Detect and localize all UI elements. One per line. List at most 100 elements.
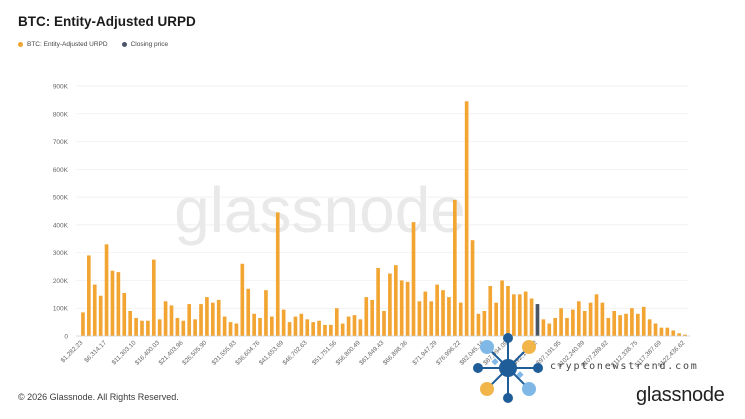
urpd-bar[interactable]: [405, 281, 410, 336]
urpd-bar[interactable]: [329, 324, 333, 336]
urpd-bar[interactable]: [523, 291, 528, 336]
urpd-bar[interactable]: [216, 299, 221, 336]
urpd-bar[interactable]: [382, 311, 386, 336]
urpd-bar[interactable]: [429, 301, 434, 336]
urpd-bar[interactable]: [417, 301, 422, 336]
urpd-bar[interactable]: [612, 311, 617, 336]
urpd-bar[interactable]: [222, 316, 227, 336]
urpd-bar[interactable]: [641, 306, 646, 336]
urpd-bar[interactable]: [447, 297, 451, 336]
urpd-bar[interactable]: [281, 309, 286, 336]
urpd-bar[interactable]: [653, 323, 658, 337]
urpd-bar[interactable]: [476, 313, 481, 336]
urpd-bar[interactable]: [346, 316, 351, 336]
urpd-bar[interactable]: [205, 297, 209, 336]
urpd-bar[interactable]: [683, 334, 687, 336]
urpd-bar[interactable]: [435, 284, 439, 336]
urpd-bar[interactable]: [305, 319, 310, 336]
urpd-bar[interactable]: [606, 317, 611, 336]
urpd-bar[interactable]: [275, 212, 280, 336]
urpd-bar[interactable]: [411, 222, 416, 336]
urpd-bar[interactable]: [393, 265, 398, 336]
urpd-bar[interactable]: [541, 319, 546, 336]
urpd-bar[interactable]: [464, 101, 469, 336]
urpd-bar[interactable]: [163, 301, 168, 336]
legend-item-urpd[interactable]: BTC: Entity-Adjusted URPD: [18, 41, 108, 48]
urpd-bar[interactable]: [458, 302, 463, 336]
urpd-bar[interactable]: [146, 320, 150, 336]
urpd-bar[interactable]: [576, 301, 581, 336]
urpd-bar[interactable]: [258, 317, 262, 336]
urpd-bar[interactable]: [140, 320, 144, 336]
urpd-bar[interactable]: [588, 302, 593, 336]
urpd-bar[interactable]: [340, 323, 345, 337]
urpd-bar[interactable]: [559, 308, 563, 336]
closing-price-bar[interactable]: [535, 304, 540, 336]
urpd-bar[interactable]: [157, 319, 162, 336]
urpd-bar[interactable]: [553, 317, 558, 336]
urpd-bar[interactable]: [246, 288, 251, 336]
urpd-bar[interactable]: [181, 320, 186, 336]
urpd-bar[interactable]: [488, 286, 493, 336]
urpd-bar[interactable]: [399, 280, 404, 336]
urpd-bar[interactable]: [228, 322, 233, 336]
urpd-bar[interactable]: [110, 270, 115, 336]
urpd-bar[interactable]: [199, 304, 203, 336]
urpd-bar[interactable]: [317, 320, 321, 336]
urpd-bar[interactable]: [240, 263, 245, 336]
legend-item-closing-price[interactable]: Closing price: [121, 41, 168, 48]
urpd-bar[interactable]: [151, 259, 156, 336]
urpd-bar[interactable]: [128, 311, 132, 336]
urpd-bar[interactable]: [234, 323, 239, 337]
urpd-bar[interactable]: [512, 294, 516, 336]
urpd-bar[interactable]: [293, 316, 298, 336]
urpd-bar[interactable]: [494, 302, 498, 336]
urpd-bar[interactable]: [134, 317, 138, 336]
urpd-bar[interactable]: [370, 299, 375, 336]
urpd-bar[interactable]: [270, 316, 274, 336]
urpd-bar[interactable]: [358, 319, 363, 336]
urpd-bar[interactable]: [630, 308, 634, 336]
urpd-bar[interactable]: [636, 313, 640, 336]
urpd-bar[interactable]: [376, 267, 380, 336]
urpd-bar[interactable]: [311, 322, 315, 336]
urpd-bar[interactable]: [187, 304, 192, 336]
urpd-bar[interactable]: [506, 286, 510, 336]
urpd-bar[interactable]: [87, 255, 91, 336]
urpd-bar[interactable]: [482, 311, 487, 336]
urpd-bar[interactable]: [169, 305, 174, 336]
urpd-bar[interactable]: [453, 199, 457, 336]
urpd-bar[interactable]: [98, 295, 103, 336]
urpd-bar[interactable]: [529, 298, 534, 337]
urpd-bar[interactable]: [423, 291, 428, 336]
urpd-bar[interactable]: [547, 323, 552, 337]
urpd-bar[interactable]: [210, 302, 215, 336]
urpd-bar[interactable]: [659, 327, 664, 336]
urpd-bar[interactable]: [364, 297, 369, 336]
urpd-bar[interactable]: [647, 319, 652, 336]
urpd-bar[interactable]: [252, 313, 256, 336]
urpd-bar[interactable]: [264, 290, 268, 336]
urpd-bar[interactable]: [287, 322, 292, 336]
urpd-bar[interactable]: [600, 302, 605, 336]
urpd-bar[interactable]: [624, 313, 628, 336]
urpd-bar[interactable]: [92, 284, 97, 336]
urpd-bar[interactable]: [299, 313, 304, 336]
urpd-bar[interactable]: [500, 280, 504, 336]
urpd-bar[interactable]: [665, 327, 670, 336]
urpd-bar[interactable]: [193, 319, 197, 336]
urpd-bar[interactable]: [441, 290, 445, 336]
urpd-bar[interactable]: [594, 294, 599, 336]
urpd-bar[interactable]: [671, 330, 676, 336]
urpd-bar[interactable]: [334, 308, 339, 336]
urpd-bar[interactable]: [571, 309, 575, 336]
urpd-bar[interactable]: [175, 317, 180, 336]
urpd-bar[interactable]: [618, 315, 622, 336]
urpd-bar[interactable]: [470, 240, 475, 336]
urpd-bar[interactable]: [116, 272, 121, 336]
urpd-bar[interactable]: [565, 317, 569, 336]
urpd-bar[interactable]: [352, 315, 357, 336]
urpd-bar[interactable]: [388, 273, 392, 337]
urpd-bar[interactable]: [323, 324, 327, 336]
urpd-bar[interactable]: [81, 312, 85, 336]
